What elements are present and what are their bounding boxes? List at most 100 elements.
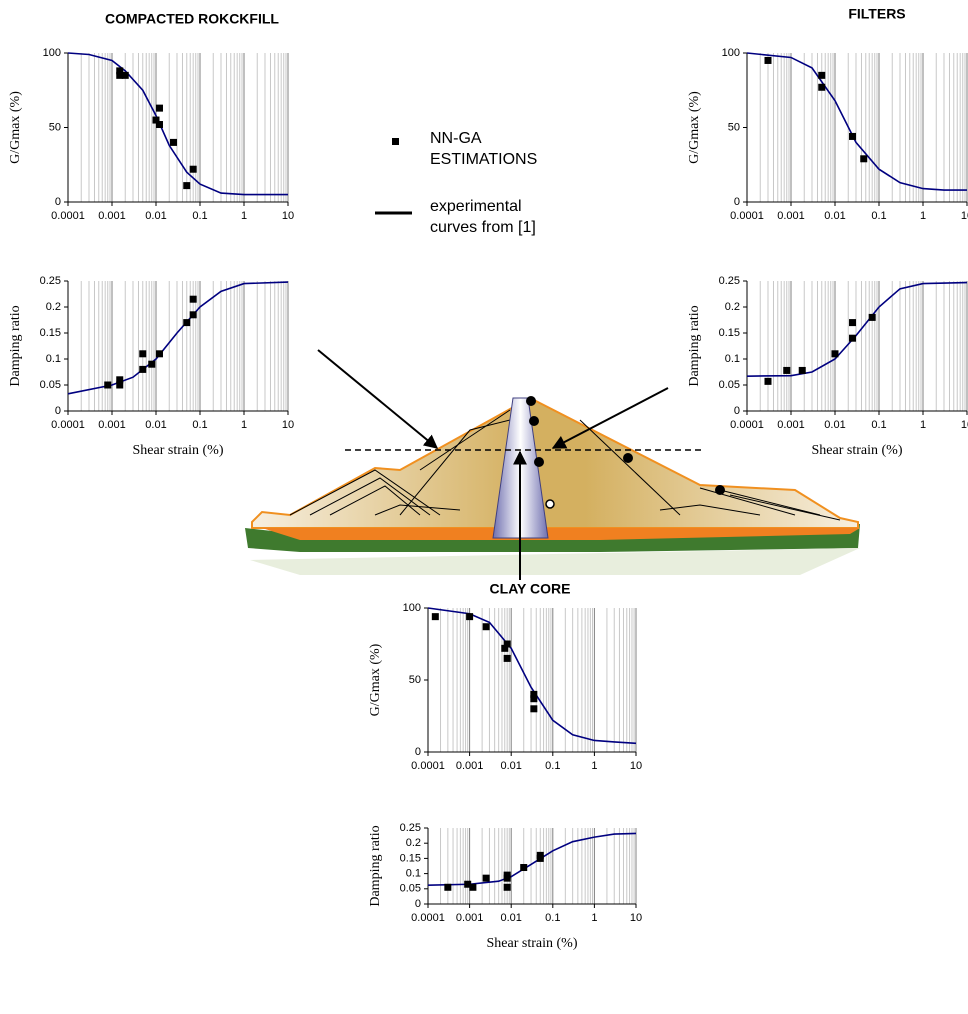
data-point bbox=[764, 378, 771, 385]
y-axis-label: G/Gmax (%) bbox=[687, 91, 702, 164]
x-tick-label: 0.001 bbox=[777, 210, 805, 222]
x-tick-label: 1 bbox=[591, 912, 597, 924]
data-point bbox=[483, 875, 490, 882]
x-tick-label: 10 bbox=[630, 912, 642, 924]
x-tick-label: 0.01 bbox=[500, 760, 521, 772]
chart-title: FILTERS bbox=[848, 6, 905, 22]
y-tick-label: 0 bbox=[734, 196, 740, 208]
x-axis-label: Shear strain (%) bbox=[812, 443, 903, 458]
x-tick-label: 10 bbox=[282, 419, 294, 431]
x-tick-label: 0.0001 bbox=[730, 210, 764, 222]
legend-label: NN-GA ESTIMATIONS bbox=[430, 128, 540, 170]
x-tick-label: 10 bbox=[282, 210, 294, 222]
y-tick-label: 50 bbox=[728, 121, 740, 133]
data-point bbox=[504, 641, 511, 648]
data-point bbox=[504, 655, 511, 662]
y-tick-label: 0.1 bbox=[46, 353, 61, 365]
curve bbox=[68, 282, 288, 394]
data-point bbox=[139, 366, 146, 373]
y-axis-label: Damping ratio bbox=[368, 825, 383, 906]
x-axis-label: Shear strain (%) bbox=[133, 443, 224, 458]
ground-shadow bbox=[250, 548, 860, 575]
x-tick-label: 0.001 bbox=[456, 912, 484, 924]
x-tick-label: 10 bbox=[961, 210, 968, 222]
data-point bbox=[148, 361, 155, 368]
x-tick-label: 1 bbox=[241, 210, 247, 222]
x-tick-label: 0.01 bbox=[145, 210, 166, 222]
data-point bbox=[537, 852, 544, 859]
data-point bbox=[504, 872, 511, 879]
legend: NN-GA ESTIMATIONS experimental curves fr… bbox=[375, 128, 600, 246]
x-tick-label: 10 bbox=[961, 419, 968, 431]
x-tick-label: 0.1 bbox=[545, 760, 560, 772]
y-axis-label: Damping ratio bbox=[687, 305, 702, 386]
data-point bbox=[183, 182, 190, 189]
data-point bbox=[156, 105, 163, 112]
y-tick-label: 50 bbox=[49, 121, 61, 133]
x-tick-label: 0.0001 bbox=[730, 419, 764, 431]
data-point bbox=[139, 350, 146, 357]
y-tick-label: 0.2 bbox=[725, 301, 740, 313]
y-tick-label: 0.05 bbox=[40, 379, 61, 391]
y-tick-label: 100 bbox=[403, 602, 421, 614]
y-axis-label: G/Gmax (%) bbox=[368, 643, 383, 716]
data-point bbox=[530, 705, 537, 712]
figure: NN-GA ESTIMATIONS experimental curves fr… bbox=[0, 0, 968, 1014]
data-point bbox=[190, 296, 197, 303]
curve bbox=[747, 283, 967, 377]
data-point bbox=[190, 166, 197, 173]
y-tick-label: 0.15 bbox=[400, 852, 421, 864]
x-tick-label: 1 bbox=[920, 419, 926, 431]
data-point bbox=[156, 350, 163, 357]
x-tick-label: 1 bbox=[591, 760, 597, 772]
y-tick-label: 0.1 bbox=[406, 868, 421, 880]
chart: 0.00010.0010.010.1110050100FILTERSG/Gmax… bbox=[687, 6, 968, 222]
chart: 0.00010.0010.010.111000.050.10.150.20.25… bbox=[687, 275, 968, 458]
x-tick-label: 0.01 bbox=[824, 419, 845, 431]
data-point bbox=[432, 613, 439, 620]
y-tick-label: 0 bbox=[415, 898, 421, 910]
y-tick-label: 0.15 bbox=[719, 327, 740, 339]
curve bbox=[68, 53, 288, 195]
data-point bbox=[849, 335, 856, 342]
x-tick-label: 0.01 bbox=[145, 419, 166, 431]
data-point bbox=[469, 884, 476, 891]
legend-marker bbox=[392, 138, 399, 145]
x-tick-label: 1 bbox=[920, 210, 926, 222]
x-tick-label: 0.0001 bbox=[51, 419, 85, 431]
data-point bbox=[860, 155, 867, 162]
data-point bbox=[444, 884, 451, 891]
data-point bbox=[183, 319, 190, 326]
y-tick-label: 0.25 bbox=[719, 275, 740, 287]
chart-title: COMPACTED ROKCKFILL bbox=[105, 11, 279, 27]
y-tick-label: 0.2 bbox=[46, 301, 61, 313]
x-tick-label: 0.0001 bbox=[411, 760, 445, 772]
data-point bbox=[530, 695, 537, 702]
x-tick-label: 0.1 bbox=[192, 210, 207, 222]
data-point bbox=[466, 613, 473, 620]
y-tick-label: 0.25 bbox=[400, 822, 421, 834]
y-tick-label: 100 bbox=[722, 47, 740, 59]
x-axis-label: Shear strain (%) bbox=[487, 936, 578, 951]
data-point bbox=[520, 864, 527, 871]
curve bbox=[428, 608, 636, 743]
x-tick-label: 1 bbox=[241, 419, 247, 431]
data-point bbox=[116, 382, 123, 389]
y-axis-label: Damping ratio bbox=[8, 305, 23, 386]
x-tick-label: 0.01 bbox=[824, 210, 845, 222]
data-point bbox=[832, 350, 839, 357]
y-tick-label: 0.05 bbox=[400, 883, 421, 895]
x-tick-label: 0.001 bbox=[98, 210, 126, 222]
data-point bbox=[483, 623, 490, 630]
data-point bbox=[122, 72, 129, 79]
y-tick-label: 0 bbox=[55, 196, 61, 208]
data-point bbox=[818, 84, 825, 91]
x-tick-label: 0.001 bbox=[777, 419, 805, 431]
data-point bbox=[783, 367, 790, 374]
y-axis-label: G/Gmax (%) bbox=[8, 91, 23, 164]
x-tick-label: 0.01 bbox=[500, 912, 521, 924]
chart-title: CLAY CORE bbox=[490, 581, 571, 597]
x-tick-label: 0.0001 bbox=[411, 912, 445, 924]
data-point bbox=[170, 139, 177, 146]
y-tick-label: 0.25 bbox=[40, 275, 61, 287]
